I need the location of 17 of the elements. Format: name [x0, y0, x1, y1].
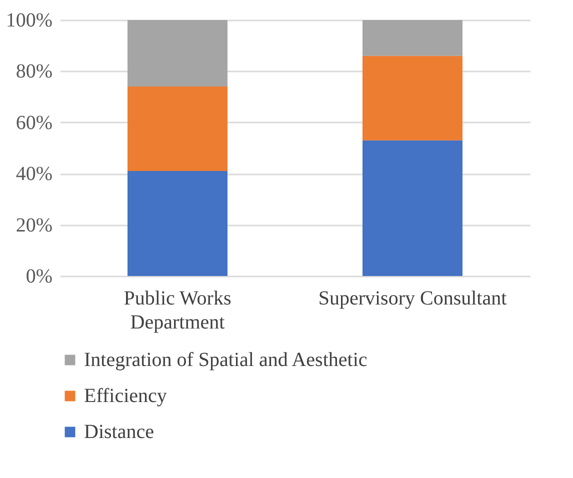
y-tick-label: 60% [16, 112, 52, 134]
x-tick-label: Supervisory Consultant [318, 288, 508, 310]
legend-label: Distance [84, 421, 154, 443]
bar [128, 20, 228, 87]
y-tick-label: 20% [16, 214, 52, 236]
bar [128, 86, 228, 172]
bar [362, 20, 462, 56]
y-tick-label: 80% [16, 60, 52, 83]
bar [362, 56, 462, 140]
legend-label: Integration of Spatial and Aesthetic [84, 349, 368, 371]
bar [362, 140, 462, 276]
y-tick-label: 0% [26, 266, 52, 288]
bar [128, 171, 228, 276]
x-tick-label: Public Works Department [124, 288, 232, 334]
y-tick-label: 40% [16, 163, 52, 186]
legend-label: Efficiency [84, 385, 167, 407]
y-tick-label: 100% [6, 10, 52, 32]
